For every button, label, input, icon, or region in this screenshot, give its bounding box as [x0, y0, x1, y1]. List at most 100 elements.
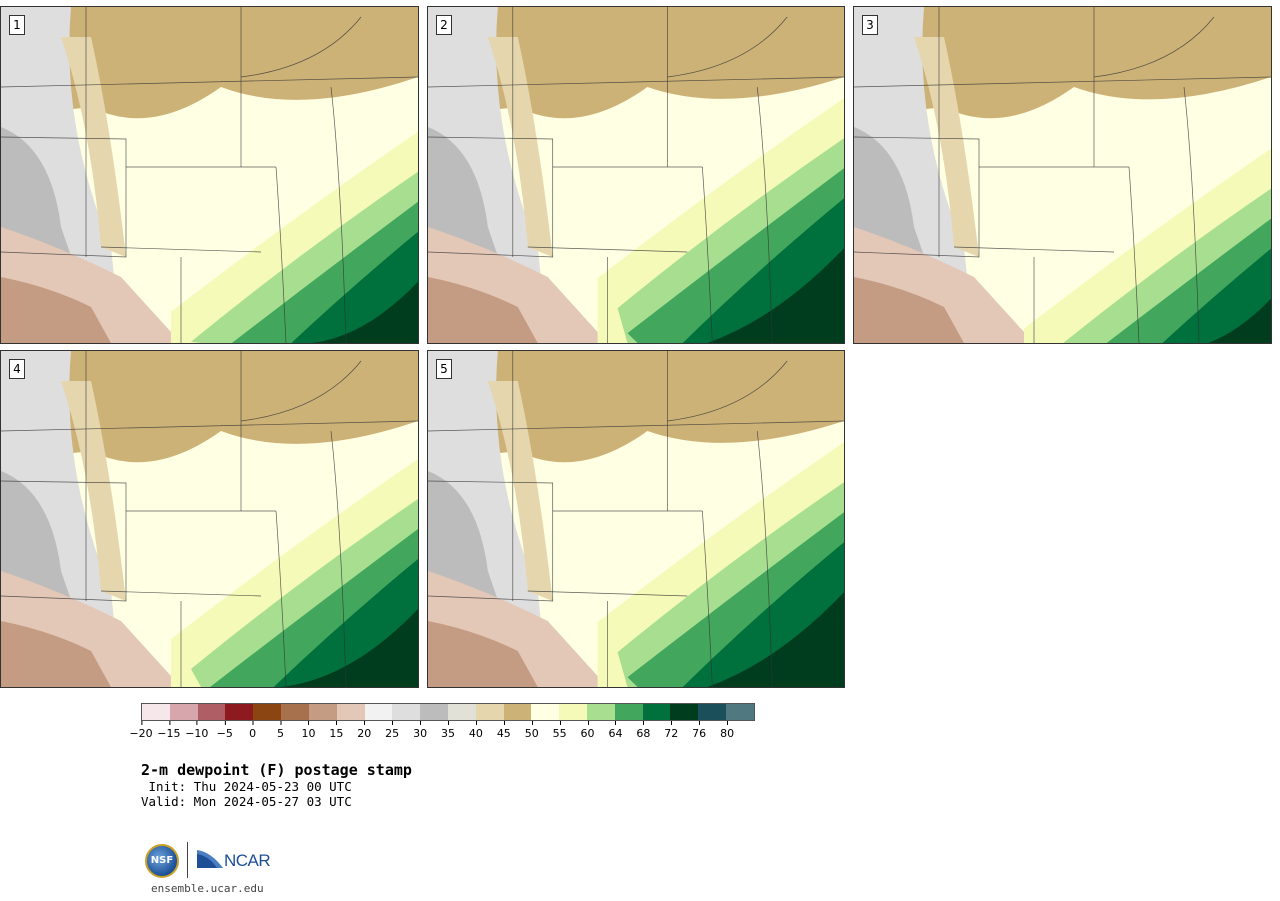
- valid-time: Valid: Mon 2024-05-27 03 UTC: [141, 794, 352, 809]
- colorbar-tick-label: 15: [329, 727, 344, 740]
- nsf-logo: NSF: [145, 844, 179, 878]
- dewpoint-region-high-plains: [487, 37, 553, 257]
- colorbar-tick-label: 55: [552, 727, 567, 740]
- state-boundary-line: [240, 16, 362, 78]
- colorbar-tick-label: 50: [524, 727, 539, 740]
- dewpoint-region-southwest-darkbrown: [1, 277, 111, 343]
- colorbar-tick-label: 10: [301, 727, 316, 740]
- state-boundary-line: [1183, 86, 1200, 343]
- ensemble-member-panel-5: 5: [427, 350, 845, 688]
- colorbar-tick: 15: [329, 721, 343, 740]
- sponsor-logos: NSF NCAR: [145, 842, 285, 882]
- dewpoint-region-dark-green: [241, 231, 418, 343]
- dewpoint-region-high-plains: [487, 381, 553, 601]
- colorbar-segment: [698, 704, 727, 720]
- state-boundary-line: [1093, 16, 1215, 78]
- colorbar-tick: 45: [497, 721, 511, 740]
- dewpoint-region-darkest-green: [707, 248, 844, 343]
- ncar-logo-text: NCAR: [224, 851, 271, 870]
- colorbar-segment: [503, 704, 532, 720]
- member-number-label: 2: [436, 15, 452, 35]
- colorbar-tick-label: 80: [720, 727, 735, 740]
- ensemble-member-panel-1: 1: [0, 6, 419, 344]
- state-boundary-line: [1, 480, 127, 602]
- state-boundary-line: [275, 166, 287, 343]
- colorbar-segment: [559, 704, 587, 720]
- ensemble-member-panel-2: 2: [427, 6, 845, 344]
- colorbar-tick: −5: [217, 721, 233, 740]
- state-boundary-line: [330, 86, 347, 343]
- colorbar-segment: [420, 704, 448, 720]
- dewpoint-map: [428, 351, 844, 687]
- colorbar-segment: [308, 704, 337, 720]
- colorbar-tick-label: 30: [413, 727, 428, 740]
- colorbar-segment: [614, 704, 643, 720]
- colorbar-tick-label: 40: [468, 727, 483, 740]
- colorbar-tick-labels: −20 −15 −10 −5 0 5 10 15 20 25 30 35 40 45 50 55 60 64 68 7…: [129, 721, 755, 741]
- colorbar-tick-label: 68: [636, 727, 651, 740]
- member-number-label: 4: [9, 359, 25, 379]
- colorbar-tick-label: 20: [357, 727, 372, 740]
- colorbar-tick: 72: [664, 721, 678, 740]
- colorbar-tick: 68: [636, 721, 650, 740]
- dewpoint-region-high-plains: [61, 37, 126, 257]
- colorbar-tick-label: 25: [385, 727, 400, 740]
- state-boundary-line: [527, 246, 688, 253]
- state-boundary-line: [527, 590, 688, 597]
- dewpoint-region-dry-north: [854, 7, 1271, 119]
- colorbar-segment: [336, 704, 365, 720]
- colorbar-tick: −15: [157, 721, 181, 740]
- member-number-label: 5: [436, 359, 452, 379]
- state-boundary-line: [667, 360, 788, 422]
- state-boundary-line: [428, 420, 844, 432]
- init-time: Init: Thu 2024-05-23 00 UTC: [141, 779, 352, 794]
- state-boundary-line: [428, 136, 554, 258]
- colorbar-segment: [475, 704, 504, 720]
- colorbar-segment: [392, 704, 421, 720]
- state-boundary-line: [275, 510, 287, 687]
- ensemble-url: ensemble.ucar.edu: [151, 882, 264, 895]
- dewpoint-map: [1, 7, 418, 343]
- colorbar-tick-label: −15: [157, 727, 181, 740]
- colorbar-tick-label: 0: [249, 727, 257, 740]
- dewpoint-region-dark-green: [1094, 248, 1271, 343]
- state-boundary-line: [667, 16, 788, 78]
- colorbar-tick: 60: [581, 721, 595, 740]
- colorbar-tick: −10: [185, 721, 208, 740]
- colorbar-segment: [670, 704, 699, 720]
- colorbar-segment: [281, 704, 309, 720]
- state-boundary-line: [854, 76, 1271, 88]
- dewpoint-map: [1, 351, 418, 687]
- state-boundary-line: [701, 510, 713, 687]
- state-boundary-line: [1128, 166, 1140, 343]
- colorbar-tick: 0: [249, 721, 256, 740]
- dewpoint-region-dry-north: [428, 351, 844, 463]
- colorbar-tick: 40: [469, 721, 483, 740]
- logo-divider: [187, 842, 188, 878]
- colorbar-tick: 5: [277, 721, 284, 740]
- dewpoint-region-dry-north: [1, 7, 418, 119]
- state-boundary-line: [701, 166, 713, 343]
- colorbar-tick-label: −20: [129, 727, 153, 740]
- dewpoint-region-southwest-darkbrown: [428, 277, 538, 343]
- member-number-label: 3: [862, 15, 878, 35]
- state-boundary-line: [100, 246, 262, 253]
- state-boundary-line: [854, 136, 980, 258]
- colorbar-tick-label: 35: [441, 727, 455, 740]
- dewpoint-region-high-plains: [914, 37, 979, 257]
- dewpoint-region-southwest-darkbrown: [428, 621, 538, 687]
- dewpoint-map: [854, 7, 1271, 343]
- colorbar-tick: 30: [413, 721, 427, 740]
- state-boundary-line: [330, 430, 347, 687]
- dewpoint-region-high-plains: [61, 381, 126, 601]
- colorbar-tick: −20: [129, 721, 153, 740]
- colorbar-tick: 80: [720, 721, 734, 740]
- colorbar-tick-label: 60: [580, 727, 595, 740]
- plot-title: 2-m dewpoint (F) postage stamp: [141, 761, 412, 779]
- state-boundary-line: [428, 76, 844, 88]
- state-boundary-line: [100, 590, 262, 597]
- colorbar-tick: 20: [357, 721, 371, 740]
- colorbar-tick: 76: [692, 721, 706, 740]
- state-boundary-line: [428, 480, 554, 602]
- colorbar-segment: [197, 704, 226, 720]
